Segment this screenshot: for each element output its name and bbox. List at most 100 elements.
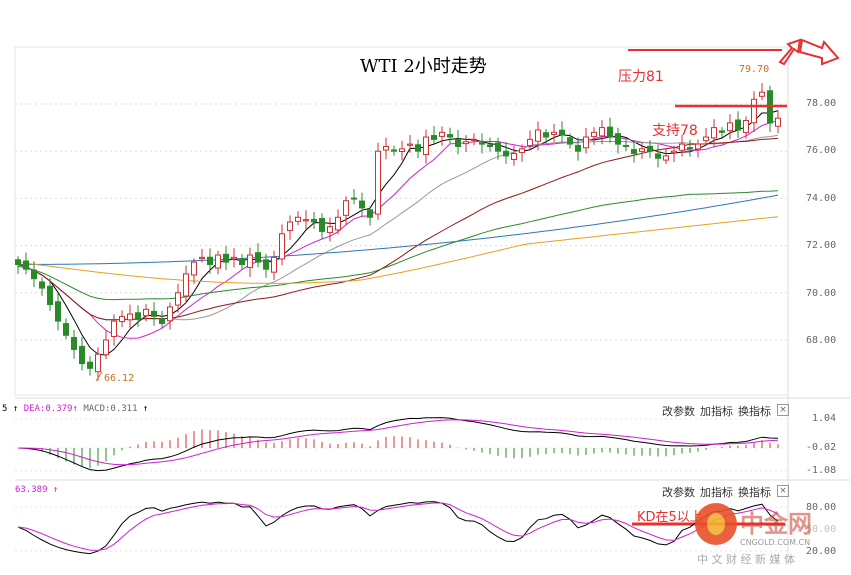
candle (351, 197, 357, 200)
resistance-label: 压力81 (618, 69, 664, 85)
candle (247, 254, 253, 268)
candle (511, 153, 517, 160)
candle (15, 259, 21, 265)
y-tick: 68.00 (806, 335, 837, 346)
candle (671, 150, 677, 154)
candle (415, 144, 421, 152)
candle (319, 218, 325, 232)
candle (183, 273, 189, 297)
candle (519, 148, 525, 154)
candle (719, 130, 725, 133)
arrow-icon (798, 38, 840, 66)
candle (223, 253, 229, 263)
dea-value: DEA:0.379 (23, 404, 73, 414)
candle (287, 221, 293, 231)
switch-indicator-button[interactable]: 换指标 (738, 486, 771, 499)
y-tick: 72.00 (806, 240, 837, 251)
candle (487, 144, 493, 147)
y-tick: 70.00 (806, 288, 837, 299)
chart-title: WTI 2小时走势 (360, 56, 487, 77)
candle (87, 361, 93, 369)
candle (439, 131, 445, 137)
candle (151, 310, 157, 317)
candle (31, 269, 37, 280)
candle (271, 256, 277, 273)
y-tick: 76.00 (806, 145, 837, 156)
candle (711, 127, 717, 139)
ma-line-long (17, 216, 779, 284)
candle (143, 308, 149, 317)
add-indicator-button[interactable]: 加指标 (700, 486, 733, 499)
candle (71, 336, 77, 350)
change-params-button[interactable]: 改参数 (662, 486, 695, 499)
candle (375, 150, 381, 215)
kd-tick: 50.00 (806, 524, 837, 535)
candle (79, 345, 85, 365)
candle (175, 292, 181, 306)
candle (55, 301, 61, 322)
candle (479, 142, 485, 145)
watermark-logo (695, 503, 737, 545)
candle (607, 126, 613, 138)
macd-tick: -0.02 (806, 442, 837, 453)
kd-tick: 80.00 (806, 502, 837, 513)
candle (47, 285, 53, 306)
candle (327, 226, 333, 234)
change-params-button[interactable]: 改参数 (662, 405, 695, 418)
candle (383, 145, 389, 151)
candle (751, 98, 757, 124)
watermark-slogan: 中 文 财 经 新 媒 体 (697, 553, 795, 566)
candle (695, 143, 701, 150)
switch-indicator-button[interactable]: 换指标 (738, 405, 771, 418)
candle (703, 136, 709, 142)
candle (503, 150, 509, 157)
candle (159, 318, 165, 324)
macd-value: MACD:0.311 (83, 404, 138, 414)
dea-line (17, 419, 779, 466)
candle (615, 133, 621, 145)
candle (647, 145, 653, 152)
candle (127, 313, 133, 321)
candle (279, 233, 285, 260)
candle (663, 155, 669, 161)
close-panel-button[interactable]: × (777, 485, 789, 497)
price-panel-frame (14, 46, 789, 396)
candle (199, 256, 205, 260)
candle (135, 312, 141, 320)
dif-line (17, 417, 779, 472)
low-label: 66.12 (104, 373, 135, 384)
candle (431, 135, 437, 140)
kd-header: 63.389 ↑ (15, 485, 59, 495)
candle (111, 320, 117, 337)
arrow-icon (778, 38, 802, 66)
candle (591, 131, 597, 138)
close-panel-button[interactable]: × (777, 404, 789, 416)
candle (359, 200, 365, 209)
candle (455, 138, 461, 147)
candle (583, 136, 589, 149)
candle (655, 153, 661, 159)
macd-tick: -1.08 (806, 465, 837, 476)
add-indicator-button[interactable]: 加指标 (700, 405, 733, 418)
candle (239, 258, 245, 265)
candle (207, 256, 213, 265)
candle (407, 143, 413, 146)
candle (631, 149, 637, 155)
candle (567, 137, 573, 145)
candle (367, 209, 373, 218)
candle (343, 200, 349, 216)
ma-line-20 (17, 134, 779, 321)
candle (95, 353, 101, 373)
candle (463, 141, 469, 145)
candle (295, 216, 301, 222)
kd-value: 63.389 (15, 485, 48, 495)
candle (471, 138, 477, 141)
ma-line-60 (17, 190, 779, 301)
low-pointer (95, 371, 103, 382)
support-label: 支持78 (652, 123, 698, 139)
candle (167, 306, 173, 322)
high-label: 79.70 (739, 64, 770, 75)
macd-header: 5 ↑ DEA:0.379↑ MACD:0.311 ↑ (2, 404, 149, 414)
candle (559, 129, 565, 136)
